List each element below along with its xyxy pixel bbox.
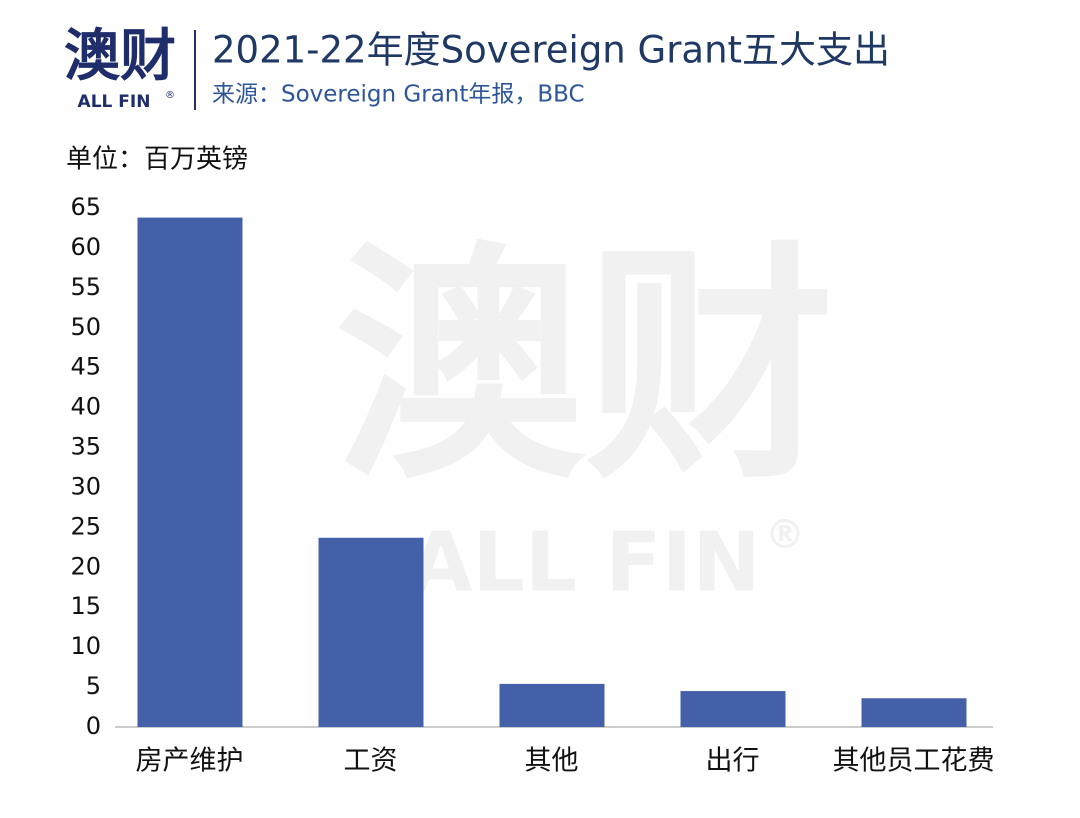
bar [137, 217, 243, 727]
chart-subtitle: 来源：Sovereign Grant年报，BBC [212, 82, 585, 108]
logo-mark: ® [165, 90, 175, 101]
y-tick-label: 50 [70, 313, 101, 341]
chart-title: 2021-22年度Sovereign Grant五大支出 [212, 29, 890, 72]
watermark: 澳财 ALL FIN ® [335, 221, 835, 610]
x-tick-label: 其他 [525, 746, 579, 777]
y-tick-label: 15 [70, 592, 101, 620]
y-tick-label: 40 [70, 393, 101, 421]
y-tick-label: 20 [70, 552, 101, 580]
watermark-brand: ALL FIN [409, 515, 761, 610]
x-tick-label: 房产维护 [136, 746, 244, 777]
y-tick-label: 60 [70, 233, 101, 261]
y-tick-label: 45 [70, 353, 101, 381]
logo-brand: ALL FIN [78, 92, 151, 112]
watermark-mark: ® [765, 512, 805, 558]
unit-label: 单位：百万英镑 [66, 145, 248, 175]
bar [861, 698, 967, 727]
x-tick-label: 其他员工花费 [833, 746, 995, 777]
y-tick-label: 35 [70, 433, 101, 461]
y-tick-label: 25 [70, 512, 101, 540]
x-tick-label: 出行 [706, 746, 760, 777]
bar [680, 691, 786, 727]
bar [499, 683, 605, 727]
y-tick-label: 30 [70, 472, 101, 500]
watermark-name: 澳财 [335, 221, 835, 512]
logo-name: 澳财 [64, 24, 176, 89]
y-tick-label: 5 [86, 672, 101, 700]
x-tick-label: 工资 [344, 746, 398, 777]
y-tick-label: 55 [70, 273, 101, 301]
y-tick-label: 65 [70, 193, 101, 221]
bar [318, 537, 424, 727]
y-tick-label: 0 [86, 712, 101, 740]
y-tick-label: 10 [70, 632, 101, 660]
